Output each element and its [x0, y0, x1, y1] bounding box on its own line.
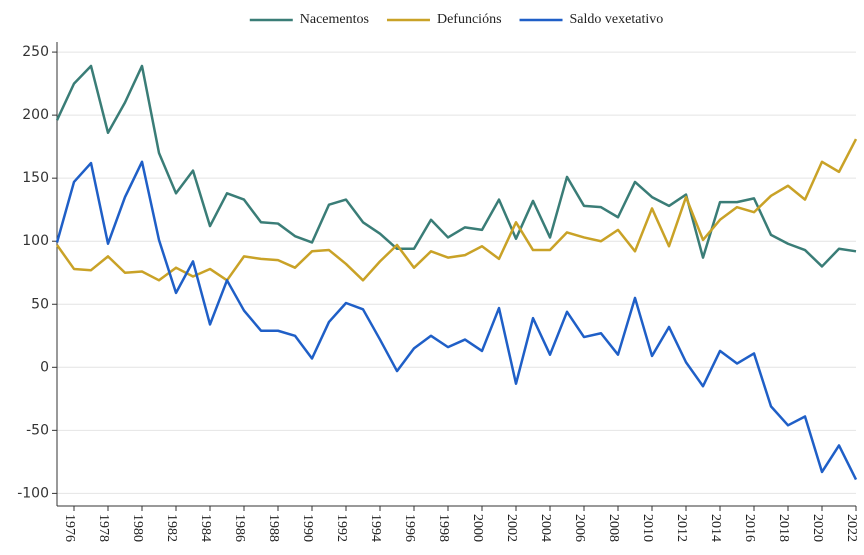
x-tick-label: 1998	[436, 514, 451, 542]
y-tick-label: 200	[22, 107, 49, 123]
x-tick-label: 1978	[96, 514, 111, 542]
x-tick-label: 2018	[776, 514, 791, 542]
y-tick-label: -100	[17, 485, 49, 501]
x-tick-label: 2006	[572, 514, 587, 542]
x-tick-label: 2000	[470, 514, 485, 542]
x-tick-label: 1988	[266, 514, 281, 542]
x-tick-label: 1982	[164, 514, 179, 542]
legend-label: Nacementos	[300, 12, 369, 27]
x-tick-label: 2002	[504, 514, 519, 542]
x-tick-label: 1994	[368, 514, 383, 542]
y-tick-label: -50	[26, 422, 49, 438]
x-tick-label: 1990	[300, 514, 315, 542]
x-tick-label: 2004	[538, 514, 553, 542]
x-tick-label: 2020	[810, 514, 825, 542]
legend-label: Saldo vexetativo	[570, 12, 664, 27]
x-tick-label: 1996	[402, 514, 417, 542]
y-tick-label: 150	[22, 170, 49, 186]
x-tick-label: 2008	[606, 514, 621, 542]
y-tick-label: 50	[31, 296, 49, 312]
x-tick-label: 1986	[232, 514, 247, 542]
series-line	[55, 64, 857, 268]
series-line	[55, 160, 858, 481]
x-tick-label: 2012	[674, 514, 689, 542]
x-tick-label: 2010	[640, 514, 655, 542]
legend: Nacementos Defuncións Saldo vexetativo	[249, 12, 664, 27]
x-tick-label: 1992	[334, 514, 349, 542]
x-tick-label: 1980	[130, 514, 145, 542]
x-tick-label: 2022	[844, 514, 859, 542]
x-tick-label: 1976	[62, 514, 77, 542]
y-tick-label: 0	[40, 359, 49, 375]
legend-label: Defuncións	[437, 12, 502, 27]
x-tick-label: 1984	[198, 514, 213, 542]
series-line	[55, 138, 858, 282]
x-tick-label: 2014	[708, 514, 723, 542]
y-tick-label: 100	[22, 233, 49, 249]
x-tick-label: 2016	[742, 514, 757, 542]
y-tick-label: 250	[22, 44, 49, 60]
